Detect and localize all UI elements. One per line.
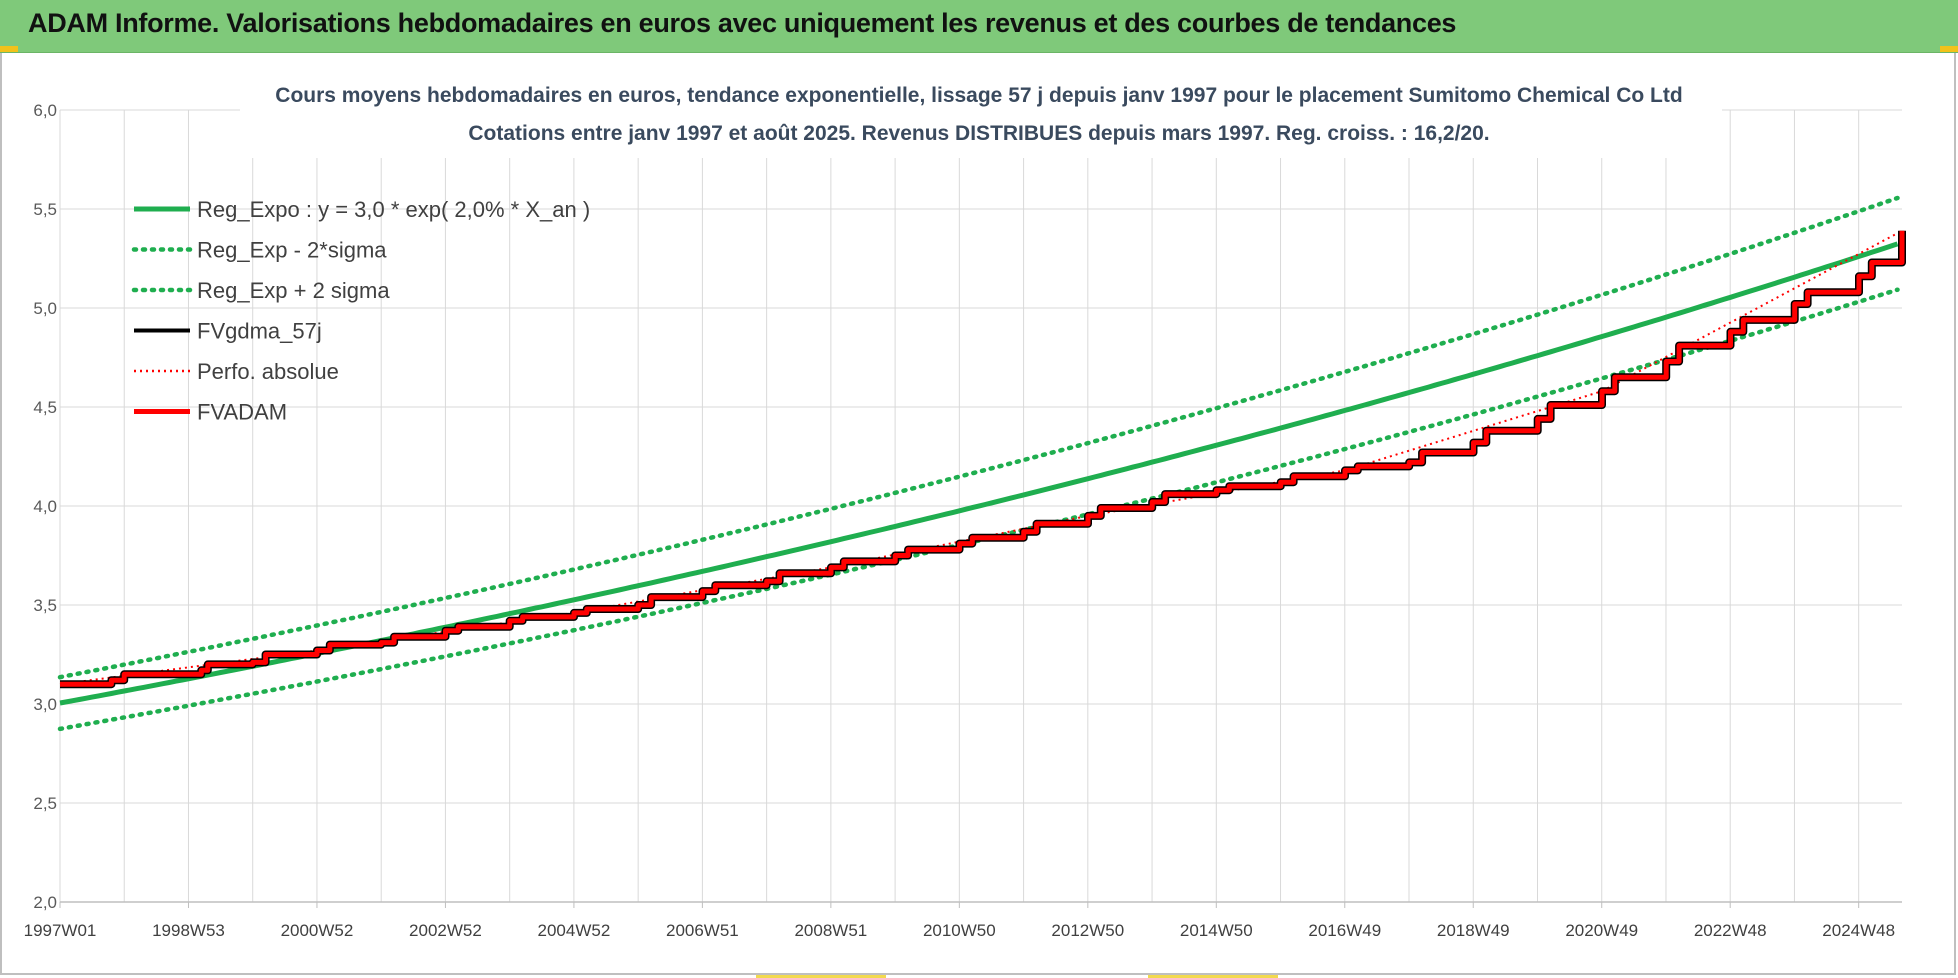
x-tick-label: 2014W50: [1180, 921, 1253, 940]
bottom-accent-1: [756, 975, 886, 978]
legend-label-0: Reg_Expo : y = 3,0 * exp( 2,0% * X_an ): [197, 197, 590, 222]
x-tick-label: 2008W51: [794, 921, 867, 940]
x-tick-label: 2012W50: [1051, 921, 1124, 940]
x-tick-label: 2004W52: [538, 921, 611, 940]
legend: Reg_Expo : y = 3,0 * exp( 2,0% * X_an ) R…: [131, 197, 590, 425]
y-tick-label: 2,0: [33, 893, 57, 912]
x-tick-label: 2002W52: [409, 921, 482, 940]
x-tick-label: 2000W52: [281, 921, 354, 940]
series-line-0: [59, 241, 1899, 706]
x-tick-label: 1997W01: [24, 921, 97, 940]
legend-label-3: FVgdma_57j: [197, 319, 322, 344]
title-backdrop: [240, 78, 1722, 158]
y-tick-label: 5,5: [33, 200, 57, 219]
banner-corner-left: [0, 46, 18, 52]
chart-title-line-2: Cotations entre janv 1997 et août 2025. …: [468, 122, 1489, 145]
x-tick-label: 2022W48: [1694, 921, 1767, 940]
series-line-2: [57, 195, 1900, 680]
chart-frame: [0, 53, 1956, 975]
y-tick-label: 4,5: [33, 398, 57, 417]
x-tick-label: 2020W49: [1565, 921, 1638, 940]
legend-label-5: FVADAM: [197, 400, 287, 425]
x-tick-label: 2010W50: [923, 921, 996, 940]
report-banner: ADAM Informe. Valorisations hebdomadaire…: [0, 0, 1958, 53]
series-line-5: [60, 230, 1905, 687]
y-tick-label: 6,0: [33, 101, 57, 120]
y-tick-label: 4,0: [33, 497, 57, 516]
series-layer: [57, 195, 1906, 732]
y-tick-label: 2,5: [33, 794, 57, 813]
banner-corner-right: [1940, 46, 1958, 52]
y-tick-label: 3,0: [33, 695, 57, 714]
legend-label-2: Reg_Exp + 2 sigma: [197, 278, 390, 303]
legend-label-4: Perfo. absolue: [197, 359, 339, 384]
x-tick-label: 2016W49: [1308, 921, 1381, 940]
x-tick-label: 2024W48: [1822, 921, 1895, 940]
axes: 2,0 2,5 3,0 3,5 4,0 4,5 5,0 5,5 6,0 1997W01 1998W5…: [24, 101, 1902, 940]
report-title: ADAM Informe. Valorisations hebdomadaire…: [28, 8, 1457, 38]
x-tick-label: 1998W53: [152, 921, 225, 940]
x-tick-label: 2018W49: [1437, 921, 1510, 940]
bottom-accent-2: [1148, 975, 1278, 978]
y-tick-label: 3,5: [33, 596, 57, 615]
legend-label-1: Reg_Exp - 2*sigma: [197, 238, 387, 263]
series-line-1: [57, 287, 1900, 732]
x-tick-label: 2006W51: [666, 921, 739, 940]
chart-title-line-1: Cours moyens hebdomadaires en euros, ten…: [275, 84, 1682, 107]
y-tick-label: 5,0: [33, 299, 57, 318]
